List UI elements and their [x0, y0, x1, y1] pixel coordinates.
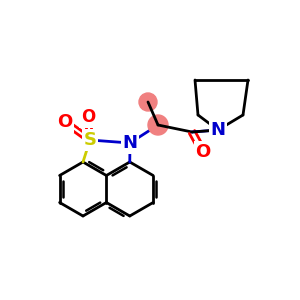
- Circle shape: [148, 115, 168, 135]
- Text: O: O: [195, 143, 211, 161]
- Text: N: N: [122, 134, 137, 152]
- Text: N: N: [211, 121, 226, 139]
- Text: O: O: [57, 113, 73, 131]
- Circle shape: [139, 93, 157, 111]
- Text: O: O: [81, 108, 95, 126]
- Text: S: S: [83, 131, 97, 149]
